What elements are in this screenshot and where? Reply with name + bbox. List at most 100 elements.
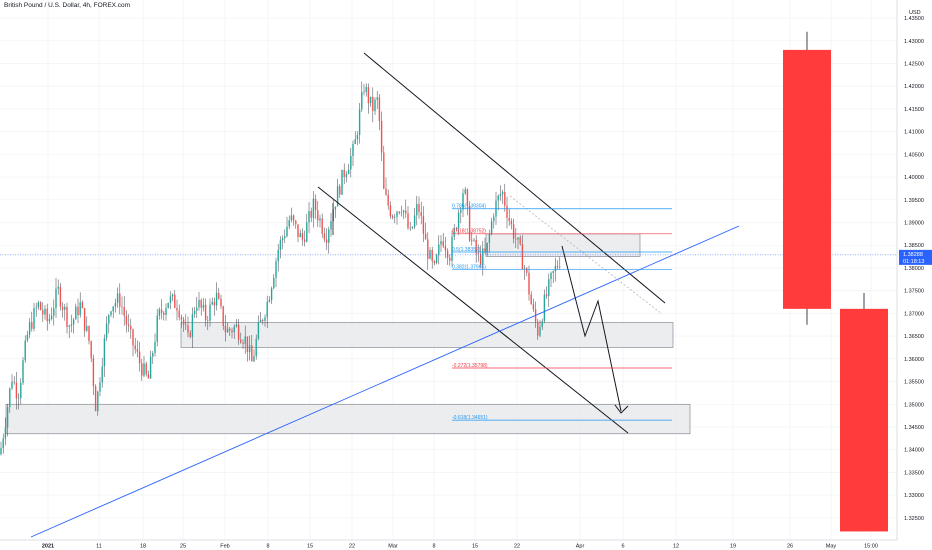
candle[interactable] — [319, 214, 321, 228]
candle[interactable] — [495, 191, 497, 225]
candle[interactable] — [6, 403, 9, 437]
ascending-trendline[interactable] — [30, 225, 740, 538]
candle[interactable] — [97, 390, 99, 416]
candle[interactable] — [442, 232, 444, 249]
channel-upper-line[interactable] — [363, 52, 666, 304]
candle[interactable] — [246, 336, 249, 362]
candle[interactable] — [17, 393, 20, 410]
candle[interactable] — [224, 314, 227, 342]
candle[interactable] — [105, 316, 108, 342]
candle[interactable] — [48, 313, 51, 325]
candle[interactable] — [290, 207, 293, 223]
candle[interactable] — [198, 291, 200, 311]
candle[interactable] — [394, 213, 396, 224]
candle[interactable] — [462, 188, 464, 218]
candle[interactable] — [493, 213, 495, 229]
candle[interactable] — [411, 226, 414, 230]
candle[interactable] — [165, 303, 167, 321]
candle[interactable] — [268, 296, 271, 303]
candle[interactable] — [457, 209, 460, 236]
candle[interactable] — [77, 298, 79, 324]
candle[interactable] — [125, 310, 128, 333]
candle[interactable] — [191, 307, 194, 348]
candle[interactable] — [174, 290, 176, 309]
candle[interactable] — [211, 297, 213, 306]
candle[interactable] — [385, 177, 387, 196]
candle[interactable] — [499, 185, 502, 201]
candle[interactable] — [196, 296, 198, 319]
candle[interactable] — [26, 330, 29, 343]
candle[interactable] — [341, 169, 343, 195]
candle[interactable] — [361, 81, 363, 113]
candle[interactable] — [158, 307, 161, 320]
candle[interactable] — [303, 230, 306, 247]
candle[interactable] — [407, 206, 409, 230]
candle[interactable] — [497, 194, 499, 211]
candle[interactable] — [475, 235, 477, 263]
candle[interactable] — [317, 201, 319, 227]
candle[interactable] — [460, 207, 462, 224]
candle[interactable] — [396, 210, 398, 225]
candle[interactable] — [281, 235, 284, 250]
candle[interactable] — [209, 298, 211, 327]
candle[interactable] — [277, 244, 279, 272]
candle[interactable] — [435, 253, 438, 265]
candle[interactable] — [152, 350, 154, 365]
candle[interactable] — [264, 314, 266, 327]
candle[interactable] — [378, 94, 381, 131]
candle[interactable] — [405, 199, 407, 218]
candle[interactable] — [270, 286, 273, 304]
candle[interactable] — [182, 316, 185, 332]
candle[interactable] — [440, 235, 442, 253]
candle[interactable] — [94, 384, 97, 412]
candle[interactable] — [61, 302, 64, 318]
candle[interactable] — [59, 283, 62, 311]
candle[interactable] — [550, 271, 552, 288]
candle[interactable] — [490, 217, 493, 236]
candle[interactable] — [50, 307, 53, 321]
candle[interactable] — [372, 87, 374, 123]
candle[interactable] — [123, 296, 125, 326]
candle[interactable] — [13, 376, 15, 385]
candle[interactable] — [147, 370, 150, 379]
candle[interactable] — [286, 216, 288, 238]
candle[interactable] — [477, 244, 480, 262]
zone-support-mid[interactable] — [180, 322, 674, 348]
candle[interactable] — [367, 83, 370, 114]
candle[interactable] — [189, 330, 191, 339]
candle[interactable] — [347, 163, 350, 175]
candle[interactable] — [116, 287, 119, 308]
candle[interactable] — [130, 318, 132, 339]
candle[interactable] — [68, 324, 70, 339]
candle[interactable] — [132, 328, 134, 357]
candle[interactable] — [416, 195, 418, 226]
big-candle[interactable] — [783, 31, 831, 325]
candle[interactable] — [257, 315, 260, 341]
candle[interactable] — [273, 274, 275, 290]
candle[interactable] — [486, 242, 488, 256]
candle[interactable] — [262, 318, 264, 325]
candle[interactable] — [517, 237, 519, 250]
candle[interactable] — [167, 302, 169, 309]
candle[interactable] — [275, 257, 277, 288]
candle[interactable] — [528, 265, 530, 301]
candle[interactable] — [350, 147, 352, 178]
candle[interactable] — [356, 131, 359, 145]
candle[interactable] — [86, 316, 88, 333]
candle[interactable] — [365, 83, 367, 97]
candle[interactable] — [308, 201, 310, 234]
drawings[interactable] — [0, 52, 897, 538]
candle[interactable] — [323, 227, 326, 243]
candle[interactable] — [9, 387, 11, 413]
candle[interactable] — [237, 319, 240, 345]
candle[interactable] — [55, 277, 57, 318]
fib-levels[interactable]: 0.786(1.39304) 0.618(1.38752) 0.5(1.38352)… — [452, 204, 672, 421]
candle[interactable] — [422, 206, 425, 243]
candle[interactable] — [178, 304, 180, 321]
candle[interactable] — [53, 299, 55, 326]
candle[interactable] — [515, 227, 517, 248]
candle[interactable] — [330, 212, 332, 237]
candle[interactable] — [39, 301, 42, 311]
zone-fib-golden[interactable] — [485, 233, 641, 257]
